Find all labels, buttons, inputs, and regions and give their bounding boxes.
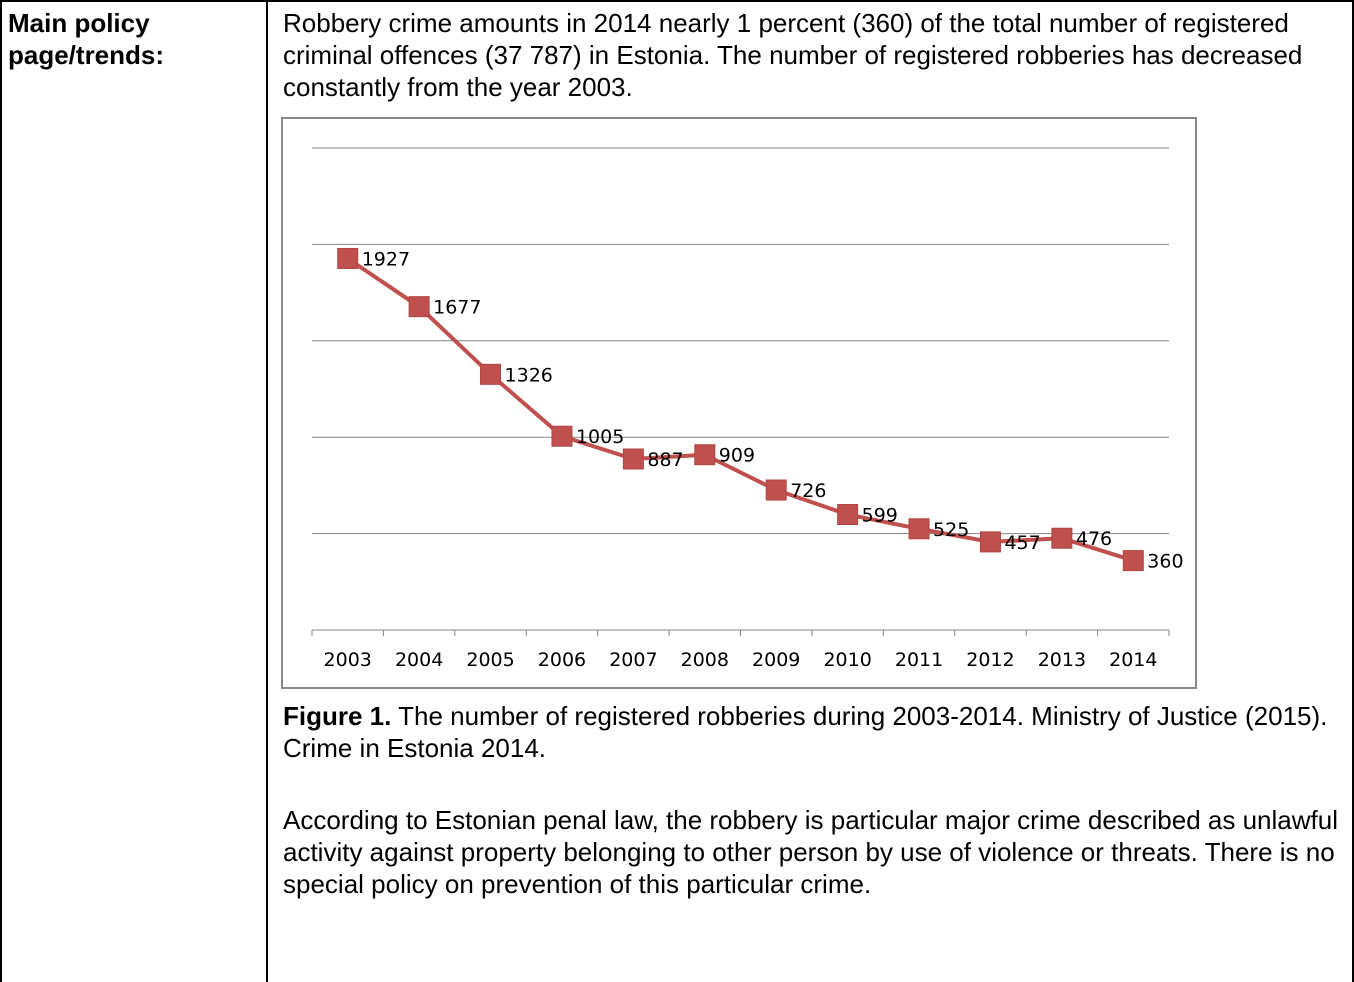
- data-label: 525: [933, 519, 969, 541]
- robbery-line-chart: 2003 2004 2005 2006 2007 2008 2009 2010 2011 2012…: [311, 147, 1184, 671]
- x-tick-label: 2006: [538, 649, 586, 671]
- data-point-marker: [337, 247, 359, 269]
- body-paragraph: According to Estonian penal law, the rob…: [283, 805, 1338, 899]
- data-point-marker: [694, 444, 716, 466]
- table-column-divider: [266, 0, 268, 982]
- x-tick-label: 2005: [466, 649, 514, 671]
- data-label: 360: [1147, 551, 1183, 573]
- x-tick-label: 2009: [752, 649, 800, 671]
- data-point-marker: [979, 531, 1001, 553]
- data-label: 1677: [433, 297, 481, 319]
- data-point-marker: [408, 296, 430, 318]
- data-label: 726: [790, 480, 826, 502]
- robbery-chart: 2003 2004 2005 2006 2007 2008 2009 2010 2011 2012…: [281, 117, 1197, 689]
- data-point-marker: [480, 363, 502, 385]
- data-point-marker: [908, 518, 930, 540]
- data-label: 1927: [362, 248, 410, 270]
- x-tick-label: 2014: [1109, 649, 1157, 671]
- figure-caption: Figure 1. The number of registered robbe…: [283, 700, 1343, 764]
- table-left-border: [0, 0, 2, 982]
- series-line: [346, 256, 1134, 563]
- x-tick-label: 2007: [609, 649, 657, 671]
- data-label: 599: [862, 505, 898, 527]
- data-point-marker: [765, 479, 787, 501]
- x-tick-label: 2012: [966, 649, 1014, 671]
- x-tick-label: 2008: [681, 649, 729, 671]
- x-tick-label: 2011: [895, 649, 943, 671]
- data-point-marker: [1051, 527, 1073, 549]
- table-right-border: [1352, 0, 1354, 982]
- x-tick-label: 2003: [324, 649, 372, 671]
- data-label: 909: [719, 445, 755, 467]
- table-top-border: [0, 0, 1354, 2]
- data-label: 887: [647, 449, 683, 471]
- data-point-marker: [551, 425, 573, 447]
- data-label: 476: [1076, 528, 1112, 550]
- data-point-marker: [837, 504, 859, 526]
- figure-caption-text: The number of registered robberies durin…: [283, 701, 1328, 763]
- x-tick-label: 2013: [1038, 649, 1086, 671]
- figure-caption-label: Figure 1.: [283, 701, 392, 731]
- x-tick-label: 2004: [395, 649, 443, 671]
- x-tick-label: 2010: [823, 649, 871, 671]
- data-label: 457: [1004, 532, 1040, 554]
- row-label: Main policy page/trends:: [8, 8, 165, 70]
- data-point-marker: [622, 448, 644, 470]
- data-point-marker: [1122, 550, 1144, 572]
- data-label: 1005: [576, 426, 624, 448]
- intro-paragraph: Robbery crime amounts in 2014 nearly 1 p…: [283, 8, 1303, 102]
- data-label: 1326: [505, 364, 553, 386]
